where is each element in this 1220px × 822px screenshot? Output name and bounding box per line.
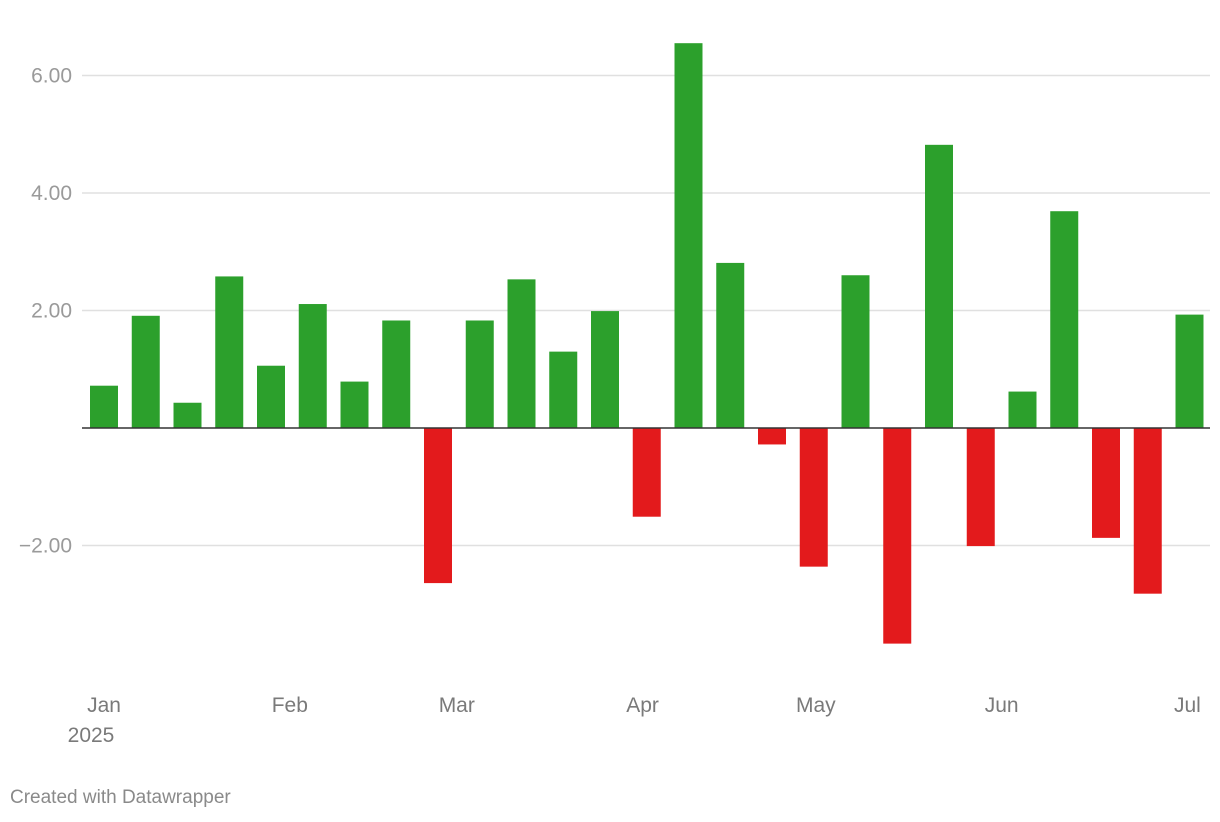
bar-positive[interactable]: [716, 262, 745, 428]
bar-negative[interactable]: [1133, 428, 1162, 594]
bar-negative[interactable]: [632, 428, 661, 517]
x-tick-label: Apr: [626, 694, 659, 717]
bar-positive[interactable]: [591, 311, 619, 428]
bar-positive[interactable]: [257, 365, 285, 428]
x-tick-label: Jun: [985, 694, 1019, 717]
y-tick-label: 6.00: [31, 65, 72, 88]
x-tick-label: May: [796, 694, 836, 717]
footer-credit[interactable]: Created with Datawrapper: [10, 787, 231, 808]
y-tick-label: 2.00: [31, 300, 72, 323]
bar-positive[interactable]: [925, 144, 953, 428]
bar-positive[interactable]: [1050, 211, 1079, 428]
bar-positive[interactable]: [298, 304, 327, 428]
bar-positive[interactable]: [549, 351, 578, 428]
bar-positive[interactable]: [382, 320, 411, 428]
bar-negative[interactable]: [424, 428, 452, 584]
bar-positive[interactable]: [507, 279, 536, 428]
bar-positive[interactable]: [465, 320, 494, 428]
bar-negative[interactable]: [1092, 428, 1120, 538]
y-tick-label: 4.00: [31, 182, 72, 205]
bar-positive[interactable]: [340, 381, 369, 428]
bar-positive[interactable]: [841, 275, 870, 428]
bar-positive[interactable]: [131, 315, 160, 428]
x-year-label: 2025: [68, 724, 115, 747]
gridlines: [82, 74, 1210, 547]
bar-positive[interactable]: [1175, 314, 1204, 428]
x-axis: Jan 2025 Feb Mar Apr May Jun Jul: [68, 694, 1201, 747]
bar-negative[interactable]: [799, 428, 828, 567]
bar-negative[interactable]: [966, 428, 995, 547]
bar-positive[interactable]: [1008, 391, 1037, 428]
x-tick-label: Feb: [272, 694, 308, 717]
bar-positive[interactable]: [173, 402, 202, 428]
bar-negative[interactable]: [883, 428, 912, 644]
bar-positive[interactable]: [215, 276, 244, 428]
bars: [90, 43, 1204, 644]
y-axis: 6.00 4.00 2.00 −2.00: [19, 65, 72, 558]
x-tick-label: Jan: [87, 694, 121, 717]
bar-positive[interactable]: [674, 43, 703, 428]
y-tick-label: −2.00: [19, 535, 72, 558]
x-tick-label: Mar: [439, 694, 475, 717]
bar-negative[interactable]: [758, 428, 786, 445]
bar-positive[interactable]: [90, 385, 118, 428]
x-tick-label: Jul: [1174, 694, 1201, 717]
